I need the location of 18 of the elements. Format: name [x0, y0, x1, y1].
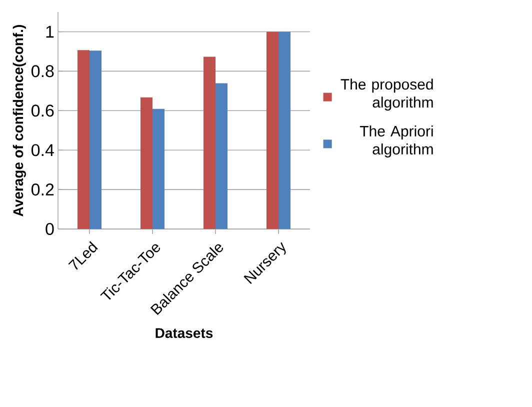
bar [90, 50, 102, 229]
bar [266, 32, 278, 229]
y-tick-label: 0 [46, 222, 54, 236]
bar [204, 56, 216, 229]
bar [140, 97, 152, 229]
y-tick-label: 0.6 [31, 104, 54, 117]
legend-label: The proposed algorithm [340, 78, 433, 111]
y-tick-label: 0.8 [31, 65, 54, 78]
y-tick-label: 0.2 [31, 184, 54, 196]
legend-label: The Apriori algorithm [360, 126, 433, 158]
y-tick-label: 1 [46, 26, 54, 38]
x-axis-title: Datasets [156, 328, 213, 338]
bar [152, 108, 165, 229]
y-axis-title: Average of confidence(conf.) [12, 25, 26, 216]
bar [78, 50, 90, 229]
bar [216, 83, 228, 229]
bar [278, 32, 290, 229]
y-tick-label: 0.4 [31, 144, 54, 156]
